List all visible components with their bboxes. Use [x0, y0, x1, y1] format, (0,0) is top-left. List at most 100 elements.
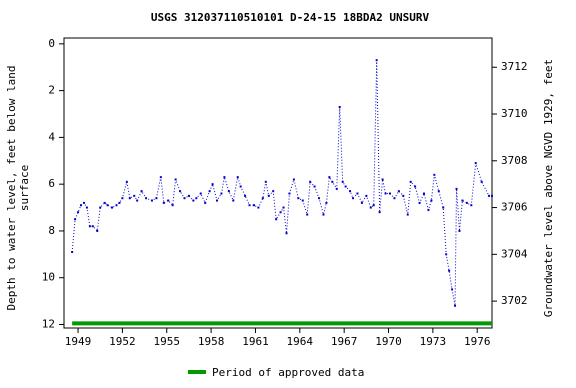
data-point — [174, 178, 177, 181]
data-point — [183, 197, 186, 200]
data-point — [488, 194, 491, 197]
data-point — [272, 190, 275, 193]
data-point — [397, 190, 400, 193]
y-tick-label: 4 — [48, 130, 55, 143]
data-point — [474, 162, 477, 165]
data-point — [393, 197, 396, 200]
x-tick-label: 1952 — [109, 335, 136, 348]
data-point — [344, 185, 347, 188]
y2-tick-label: 3702 — [501, 294, 528, 307]
data-point — [325, 201, 328, 204]
data-point — [455, 187, 458, 190]
data-point — [192, 199, 195, 202]
legend-label: Period of approved data — [212, 366, 364, 379]
data-point — [71, 250, 74, 253]
data-point — [118, 201, 121, 204]
data-point — [199, 192, 202, 195]
data-point — [77, 211, 80, 214]
data-point — [422, 192, 425, 195]
data-point — [451, 288, 454, 291]
y-tick-label: 8 — [48, 224, 55, 237]
data-point — [381, 178, 384, 181]
data-point — [384, 192, 387, 195]
data-point — [375, 59, 378, 62]
data-point — [223, 176, 226, 179]
data-point — [220, 192, 223, 195]
y2-tick-label: 3708 — [501, 154, 528, 167]
data-point — [128, 197, 131, 200]
data-point — [257, 206, 260, 209]
data-point — [261, 197, 264, 200]
y2-tick-label: 3704 — [501, 247, 528, 260]
plot-frame — [63, 37, 493, 329]
data-point — [414, 185, 417, 188]
data-point — [427, 208, 430, 211]
data-point — [288, 192, 291, 195]
data-point — [461, 199, 464, 202]
data-point — [445, 253, 448, 256]
data-point — [406, 213, 409, 216]
data-point — [155, 197, 158, 200]
data-point — [244, 194, 247, 197]
data-point — [341, 180, 344, 183]
y-tick-label: 10 — [42, 271, 55, 284]
y-tick-label: 2 — [48, 84, 55, 97]
data-point — [111, 206, 114, 209]
data-point — [378, 211, 381, 214]
y-axis-label: Depth to water level, feet below land — [5, 65, 18, 310]
y2-tick-label: 3706 — [501, 201, 528, 214]
data-point — [352, 197, 355, 200]
data-point — [204, 201, 207, 204]
data-point — [96, 229, 99, 232]
x-tick-label: 1964 — [287, 335, 314, 348]
data-point — [360, 201, 363, 204]
y-tick-label: 12 — [42, 317, 55, 330]
data-point — [365, 194, 368, 197]
data-point — [313, 185, 316, 188]
x-tick-label: 1958 — [198, 335, 225, 348]
data-point — [338, 105, 341, 108]
data-point — [239, 185, 242, 188]
x-tick-label: 1973 — [420, 335, 447, 348]
data-point — [103, 201, 106, 204]
data-point — [80, 204, 83, 207]
data-point — [322, 213, 325, 216]
data-point — [136, 199, 139, 202]
data-point — [369, 206, 372, 209]
data-point — [335, 187, 338, 190]
data-point — [133, 194, 136, 197]
data-point — [267, 194, 270, 197]
data-point — [264, 180, 267, 183]
y2-tick-label: 3710 — [501, 107, 528, 120]
data-point — [252, 204, 255, 207]
data-point — [162, 201, 165, 204]
data-point — [430, 199, 433, 202]
data-point — [145, 197, 148, 200]
data-point — [85, 206, 88, 209]
data-point — [297, 197, 300, 200]
data-point — [372, 204, 375, 207]
data-point — [292, 178, 295, 181]
x-tick-label: 1970 — [375, 335, 402, 348]
data-point — [418, 201, 421, 204]
y-tick-label: 0 — [48, 37, 55, 50]
data-point — [187, 194, 190, 197]
data-point — [470, 204, 473, 207]
data-point — [465, 201, 468, 204]
data-point — [349, 190, 352, 193]
data-point — [318, 197, 321, 200]
y2-axis-label: Groundwater level above NGVD 1929, feet — [542, 59, 555, 317]
data-point — [491, 194, 493, 197]
data-point — [121, 197, 124, 200]
x-tick-label: 1976 — [464, 335, 491, 348]
data-point — [232, 199, 235, 202]
data-point — [454, 304, 457, 307]
data-point — [388, 192, 391, 195]
data-point — [125, 180, 128, 183]
y-axis-label: surface — [18, 165, 31, 211]
data-point — [216, 199, 219, 202]
x-tick-label: 1949 — [65, 335, 92, 348]
x-tick-label: 1961 — [242, 335, 269, 348]
chart-title: USGS 312037110510101 D-24-15 18BDA2 UNSU… — [151, 11, 430, 24]
